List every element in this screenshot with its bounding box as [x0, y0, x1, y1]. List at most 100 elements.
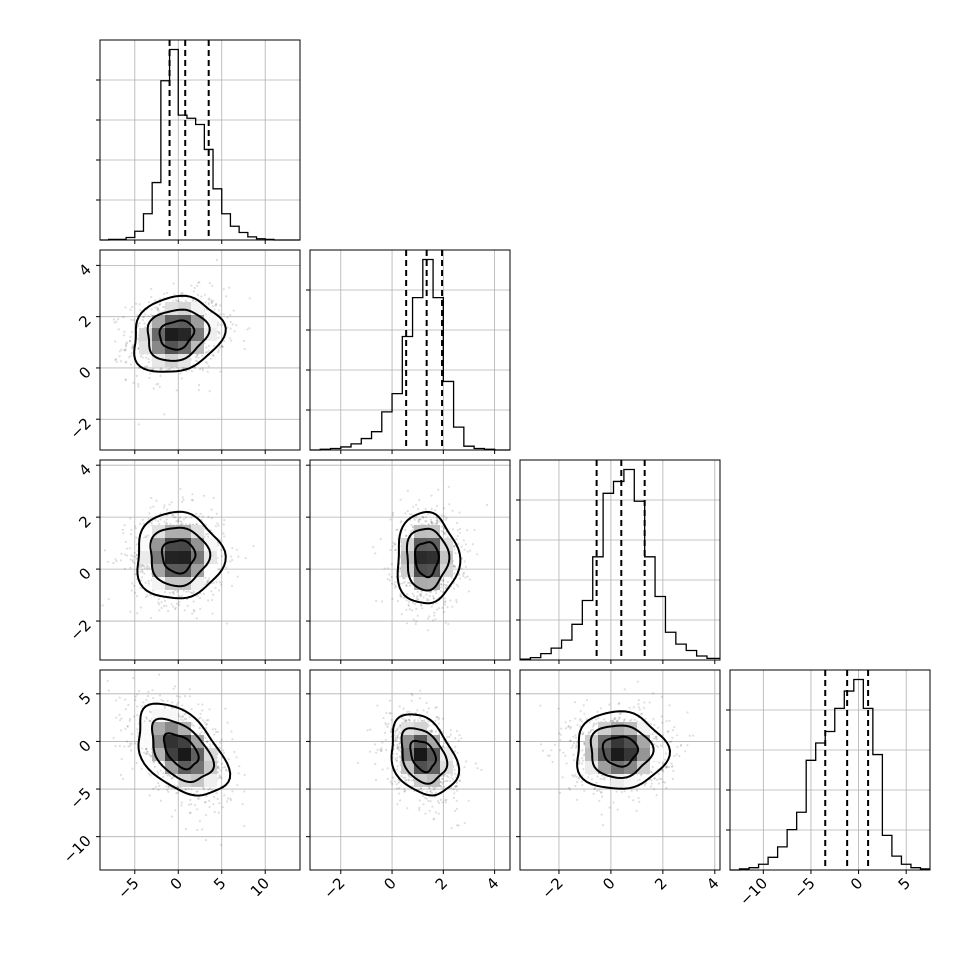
sample-point: [553, 743, 557, 747]
sample-point: [199, 716, 202, 719]
sample-point: [139, 566, 142, 569]
sample-point: [126, 341, 129, 344]
sample-point: [433, 611, 436, 614]
sample-point: [128, 547, 131, 550]
sample-point: [454, 745, 457, 748]
sample-point: [205, 740, 209, 743]
density-cell: [191, 735, 204, 748]
sample-point: [388, 579, 391, 582]
sample-point: [141, 564, 145, 567]
sample-point: [163, 504, 166, 507]
sample-point: [671, 764, 674, 767]
sample-point: [430, 507, 433, 510]
sample-point: [146, 695, 150, 698]
sample-point: [458, 511, 461, 514]
sample-point: [225, 622, 229, 625]
sample-point: [180, 718, 183, 721]
sample-point: [134, 525, 137, 528]
sample-point: [455, 785, 458, 788]
sample-point: [418, 806, 421, 810]
sample-point: [205, 346, 208, 349]
sample-point: [120, 348, 123, 351]
sample-point: [207, 344, 210, 347]
sample-point: [166, 699, 169, 702]
sample-point: [223, 519, 226, 522]
sample-point: [457, 542, 460, 545]
sample-point: [189, 798, 192, 802]
sample-point: [145, 365, 149, 368]
sample-point: [179, 372, 182, 375]
sample-point: [129, 610, 132, 613]
sample-point: [141, 569, 144, 572]
sample-point: [430, 605, 433, 608]
sample-point: [462, 572, 465, 575]
sample-point: [405, 599, 408, 602]
sample-point: [142, 316, 145, 319]
sample-point: [197, 281, 200, 284]
sample-point: [436, 800, 440, 803]
sample-point: [128, 340, 132, 343]
sample-point: [196, 828, 199, 832]
sample-point: [411, 529, 415, 532]
sample-point: [395, 759, 398, 762]
sample-point: [427, 799, 430, 802]
sample-point: [133, 551, 136, 555]
sample-point: [204, 801, 207, 804]
sample-point: [432, 597, 435, 600]
sample-point: [592, 722, 596, 725]
sample-point: [192, 600, 195, 603]
sample-point: [216, 766, 219, 769]
sample-point: [424, 520, 427, 523]
sample-point: [441, 782, 444, 785]
sample-point: [190, 722, 193, 725]
sample-point: [229, 799, 233, 802]
sample-point: [220, 843, 223, 847]
sample-point: [177, 299, 180, 302]
sample-point: [211, 728, 214, 731]
sample-point: [157, 520, 160, 523]
sample-point: [383, 567, 386, 570]
sample-point: [144, 581, 147, 585]
sample-point: [132, 715, 135, 718]
histogram-0: [100, 48, 300, 241]
sample-point: [221, 345, 224, 348]
sample-point: [150, 308, 153, 311]
sample-point: [411, 592, 414, 595]
sample-point: [218, 568, 221, 571]
sample-point: [206, 579, 209, 582]
sample-point: [452, 778, 455, 781]
sample-point: [159, 769, 162, 772]
sample-point: [228, 286, 231, 289]
sample-point: [185, 590, 188, 593]
sample-point: [158, 609, 161, 612]
sample-point: [156, 770, 159, 773]
sample-point: [166, 788, 169, 792]
sample-point: [129, 744, 132, 748]
sample-point: [128, 356, 131, 359]
sample-point: [174, 809, 177, 812]
sample-point: [435, 523, 438, 526]
sample-point: [145, 356, 148, 359]
sample-point: [205, 726, 208, 730]
contour-level-2: [146, 308, 211, 362]
sample-point: [120, 717, 123, 720]
sample-point: [453, 565, 457, 568]
sample-point: [403, 790, 406, 793]
sample-point: [165, 518, 168, 521]
sample-point: [142, 522, 145, 525]
sample-point: [123, 567, 127, 571]
sample-point: [398, 749, 401, 752]
sample-point: [199, 732, 202, 736]
sample-point: [210, 508, 213, 511]
sample-point: [225, 295, 228, 298]
sample-point: [471, 543, 474, 546]
sample-point: [201, 786, 205, 789]
sample-point: [403, 718, 406, 721]
scatter-panel-0-3: [100, 673, 246, 847]
sample-point: [190, 370, 194, 373]
sample-point: [570, 746, 573, 749]
sample-point: [133, 584, 136, 587]
sample-point: [452, 787, 455, 791]
sample-point: [438, 801, 441, 805]
sample-point: [248, 297, 251, 300]
